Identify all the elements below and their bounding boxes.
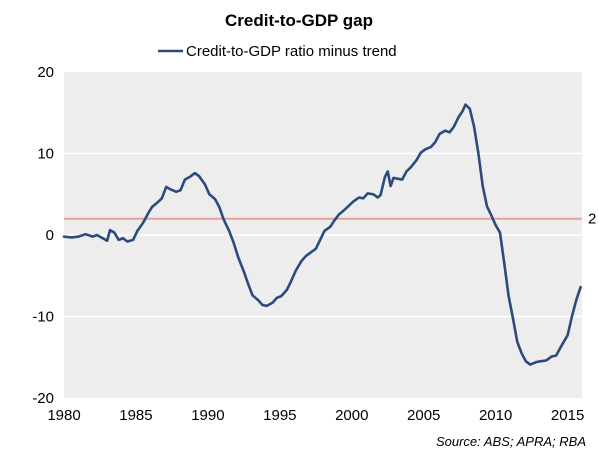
x-tick-label: 1990 (191, 407, 224, 424)
y-tick-label: 0 (46, 227, 54, 244)
x-tick-label: 2005 (407, 407, 440, 424)
y-axis-tick-labels: -20 -10 0 10 20 (32, 64, 54, 407)
x-tick-label: 1995 (263, 407, 296, 424)
series-line (62, 103, 582, 366)
x-tick-label: 2000 (335, 407, 368, 424)
y-tick-label: 20 (37, 64, 54, 81)
x-tick-label: 1985 (119, 407, 152, 424)
source-note: Source: ABS; APRA; RBA (436, 434, 586, 449)
x-tick-label: 2015 (551, 407, 584, 424)
y-tick-label: -10 (32, 309, 54, 326)
y-tick-label: -20 (32, 390, 54, 407)
reference-line-label: 2 (588, 211, 596, 228)
x-tick-label: 1980 (47, 407, 80, 424)
x-tick-label: 2010 (479, 407, 512, 424)
chart-title: Credit-to-GDP gap (225, 11, 373, 30)
legend-entry-label: Credit-to-GDP ratio minus trend (186, 43, 397, 60)
x-axis-tick-labels: 1980 1985 1990 1995 2000 2005 2010 2015 (47, 407, 584, 424)
y-tick-label: 10 (37, 146, 54, 163)
